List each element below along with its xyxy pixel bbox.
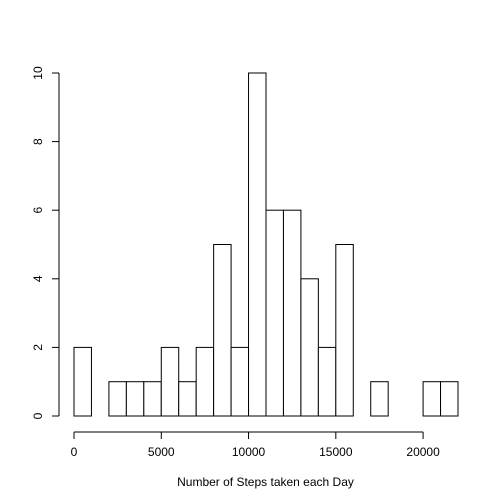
histogram-bar xyxy=(335,244,354,417)
x-axis-title: Number of Steps taken each Day xyxy=(177,475,354,489)
histogram-bar xyxy=(213,244,232,417)
x-tick-label: 15000 xyxy=(319,445,353,459)
histogram-bar xyxy=(370,381,389,417)
y-tick-label: 4 xyxy=(31,275,45,282)
histogram-bar xyxy=(143,381,162,417)
y-tick-label: 6 xyxy=(31,207,45,214)
x-tick-label: 20000 xyxy=(406,445,440,459)
y-tick-label: 0 xyxy=(31,412,45,419)
y-axis: 0 2 4 6 8 10 xyxy=(31,66,60,419)
y-tick-label: 10 xyxy=(31,66,45,80)
x-tick-label: 10000 xyxy=(232,445,266,459)
histogram-bar xyxy=(230,346,250,417)
histogram-bar xyxy=(265,209,284,417)
x-tick-label: 5000 xyxy=(148,445,175,459)
histogram-bar xyxy=(178,381,197,417)
histogram-bar xyxy=(440,381,459,417)
x-axis: 0 5000 10000 15000 20000 xyxy=(71,431,440,459)
y-tick-label: 2 xyxy=(31,344,45,351)
histogram-bar xyxy=(195,346,215,417)
histogram-bar xyxy=(422,381,442,417)
histogram-bar xyxy=(300,278,319,417)
histogram-bar xyxy=(125,381,145,417)
histogram-bar xyxy=(248,72,267,417)
histogram-bars xyxy=(73,72,459,417)
histogram-bar xyxy=(73,346,92,417)
histogram-bar xyxy=(160,346,180,417)
histogram-bar xyxy=(282,209,302,417)
y-tick-label: 8 xyxy=(31,138,45,145)
histogram-bar xyxy=(317,346,337,417)
histogram-bar xyxy=(108,381,127,417)
x-tick-label: 0 xyxy=(71,445,78,459)
